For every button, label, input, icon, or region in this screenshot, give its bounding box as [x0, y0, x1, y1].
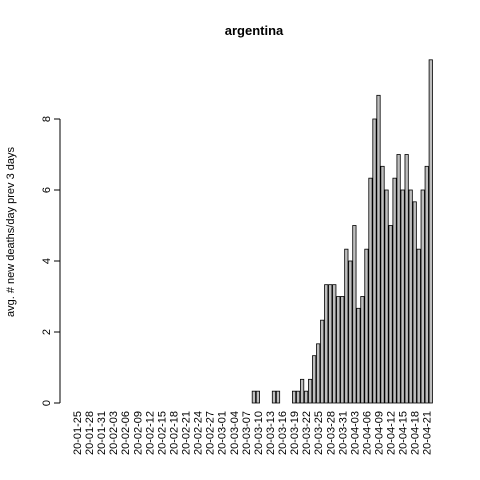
y-tick-label: 6 [41, 187, 53, 193]
x-tick-label: 20-02-03 [108, 411, 120, 455]
x-tick-label: 20-01-25 [72, 411, 84, 455]
bar [416, 248, 421, 404]
bar [275, 390, 281, 404]
bar [400, 189, 405, 404]
bar [404, 154, 409, 404]
bar [340, 296, 345, 404]
x-tick-label: 20-02-06 [120, 411, 132, 455]
bar [312, 355, 317, 404]
x-tick-label: 20-03-04 [229, 411, 241, 455]
bar [308, 378, 313, 404]
bar [255, 390, 260, 404]
bar [344, 248, 349, 404]
x-tick-label: 20-04-09 [374, 411, 386, 455]
bar [292, 390, 297, 404]
bar [352, 225, 357, 404]
bar [412, 201, 417, 404]
x-tick-label: 20-02-15 [156, 411, 168, 455]
bar [304, 390, 309, 404]
x-tick-label: 20-02-21 [181, 411, 193, 455]
x-tick-label: 20-04-15 [398, 411, 410, 455]
x-tick-label: 20-02-12 [144, 411, 156, 455]
bar [271, 390, 277, 404]
bar [428, 59, 433, 404]
chart-title: argentina [225, 23, 284, 38]
x-tick-label: 20-02-24 [193, 411, 205, 455]
bar [348, 260, 353, 404]
bar [296, 390, 301, 404]
x-tick-label: 20-03-10 [253, 411, 265, 455]
x-tick-label: 20-01-31 [96, 411, 108, 455]
bar [320, 319, 325, 404]
x-tick-label: 20-04-06 [361, 411, 373, 455]
x-tick-label: 20-03-19 [289, 411, 301, 455]
y-tick-label: 4 [41, 258, 53, 264]
bar [380, 165, 385, 404]
x-tick-label: 20-03-22 [301, 411, 313, 455]
x-tick-label: 20-04-21 [422, 411, 434, 455]
bar [420, 189, 425, 404]
y-tick-label: 0 [41, 400, 53, 406]
bar [251, 390, 256, 404]
x-tick-label: 20-01-28 [84, 411, 96, 455]
x-tick-label: 20-03-07 [241, 411, 253, 455]
bar [388, 225, 393, 404]
bar [392, 177, 397, 404]
y-tick-label: 8 [41, 116, 53, 122]
bar [328, 284, 333, 404]
bar [360, 296, 365, 404]
x-tick-label: 20-02-18 [168, 411, 180, 455]
bar [368, 177, 373, 404]
bar [316, 343, 321, 404]
x-tick-label: 20-03-31 [337, 411, 349, 455]
bar [332, 284, 337, 404]
bar [300, 378, 305, 404]
x-tick-label: 20-04-18 [410, 411, 422, 455]
x-tick-label: 20-03-13 [265, 411, 277, 455]
x-tick-label: 20-04-12 [386, 411, 398, 455]
bar [372, 118, 377, 404]
x-tick-label: 20-04-03 [349, 411, 361, 455]
bar [424, 165, 429, 404]
y-axis-label: avg. # new deaths/day prev 3 days [5, 147, 17, 317]
bar [336, 296, 341, 404]
x-tick-label: 20-03-25 [313, 411, 325, 455]
x-tick-label: 20-03-16 [277, 411, 289, 455]
x-tick-label: 20-03-28 [325, 411, 337, 455]
bar [364, 248, 369, 404]
x-tick-label: 20-02-27 [205, 411, 217, 455]
bar [384, 189, 389, 404]
bar [408, 189, 413, 404]
y-tick-label: 2 [41, 329, 53, 335]
bar [324, 284, 329, 404]
x-tick-label: 20-03-01 [217, 411, 229, 455]
bar [356, 307, 361, 404]
bar [376, 94, 381, 404]
bar [396, 154, 401, 404]
x-tick-label: 20-02-09 [132, 411, 144, 455]
